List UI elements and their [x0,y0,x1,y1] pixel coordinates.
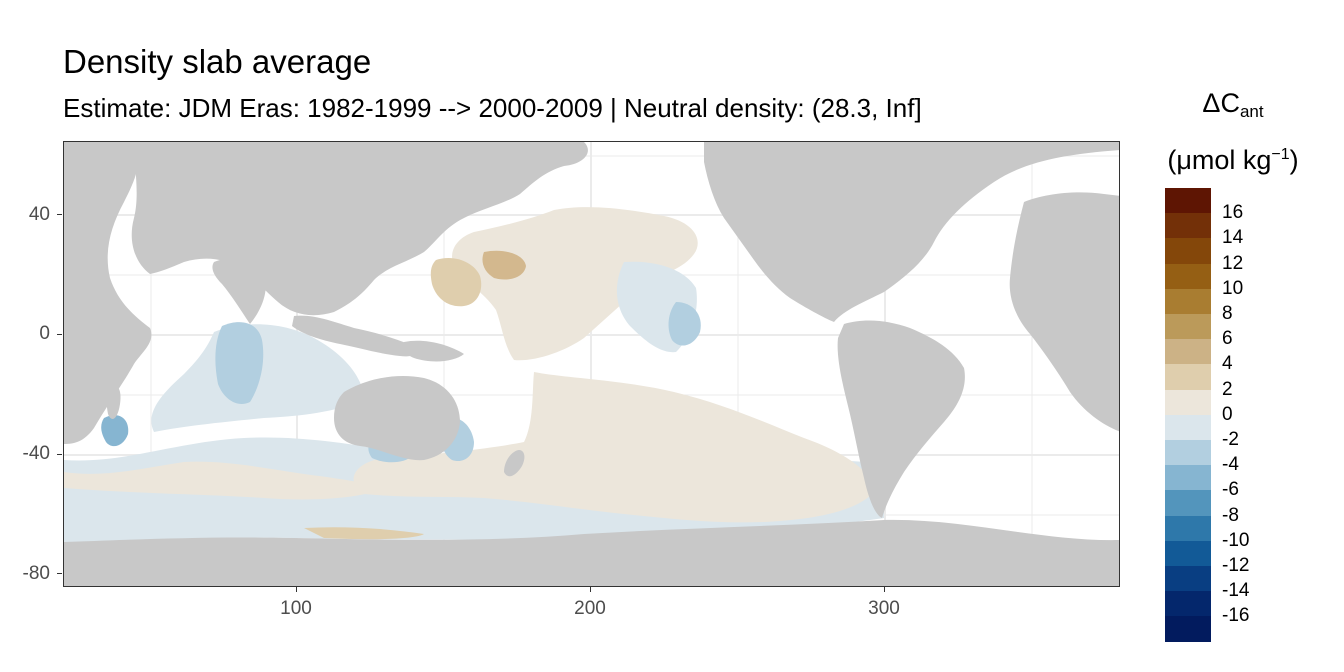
north-america-land [704,142,1119,322]
legend-color-block [1165,364,1211,391]
x-tick-mark [296,587,297,592]
legend-label: -12 [1222,555,1250,576]
legend-color-block [1165,440,1211,466]
legend-label: 0 [1222,403,1233,425]
new-zealand-land [504,449,525,477]
x-tick-mark [590,587,591,592]
legend-color-block [1165,616,1211,643]
legend-label: -16 [1222,605,1250,627]
legend-title: ΔCant (μmol kg−1) [1148,86,1318,175]
legend-label: 14 [1222,227,1244,249]
kuroshio-positive-medium [430,257,482,307]
south-america-land [837,320,965,518]
legend-label: 8 [1222,303,1233,324]
map-panel [63,141,1120,587]
indonesia-land [292,315,419,357]
y-tick-label-neg80: -80 [22,563,50,584]
legend-label: -10 [1222,529,1250,551]
map-canvas [64,142,1119,586]
legend-color-block [1165,540,1211,567]
x-tick-label-300: 300 [868,598,900,619]
chart-title: Density slab average [63,43,372,80]
y-tick-mark [57,334,62,335]
y-tick-mark [57,573,62,574]
legend-color-block [1165,414,1211,441]
legend-color-block [1165,566,1211,592]
legend-color-block [1165,490,1211,517]
legend-color-block [1165,188,1211,214]
antarctica-land [64,519,1119,586]
legend-color-block [1165,263,1211,290]
legend-label: 4 [1222,353,1233,375]
legend-label: 6 [1222,328,1233,350]
legend-color-block [1165,591,1211,618]
ocean-anomaly-layer [64,207,884,568]
chart-subtitle: Estimate: JDM Eras: 1982-1999 --> 2000-2… [63,93,922,123]
land-layer [64,142,1119,586]
legend-color-block [1165,314,1211,340]
legend-label: -8 [1222,504,1239,526]
legend-color-block [1165,465,1211,492]
kuroshio-positive-medium-2 [482,250,526,280]
legend-label: 12 [1222,252,1244,274]
legend-label: 16 [1222,202,1244,224]
y-tick-label-0: 0 [39,323,50,344]
ne-pacific-medium-negative [668,302,701,346]
legend-label: -6 [1222,479,1239,501]
x-tick-mark [884,587,885,592]
legend-label: 10 [1222,277,1244,299]
japan-land [417,209,437,247]
south-pacific-positive [353,372,874,523]
wilkes-positive [304,527,424,540]
india-land [212,258,266,324]
y-tick-mark [57,454,62,455]
legend-unit: (μmol kg−1) [1167,145,1299,175]
legend-color-block [1165,288,1211,315]
legend-title-symbol: ΔCant [1202,88,1264,121]
legend-label: 2 [1222,378,1233,400]
legend-label: -14 [1222,580,1250,602]
legend-color-block [1165,238,1211,265]
new-guinea-land [402,340,464,362]
y-tick-mark [57,214,62,215]
legend-color-block [1165,389,1211,416]
arabian-sea-negative [215,322,264,404]
europe-africa-east-land [1009,192,1119,432]
legend-color-block [1165,515,1211,542]
africa-land [64,142,152,444]
legend-color-block [1165,213,1211,240]
y-tick-label-neg40: -40 [22,443,50,464]
x-tick-label-100: 100 [280,598,312,619]
madagascar-land [106,385,121,419]
madagascar-negative [101,415,129,447]
legend-label: -2 [1222,429,1239,450]
australia-land [334,375,460,461]
x-tick-label-200: 200 [574,598,606,619]
legend-color-block [1165,339,1211,366]
north-pacific-positive [452,207,698,361]
south-indian-positive [64,461,384,500]
legend-label: -4 [1222,454,1239,476]
y-tick-label-40: 40 [28,204,50,225]
